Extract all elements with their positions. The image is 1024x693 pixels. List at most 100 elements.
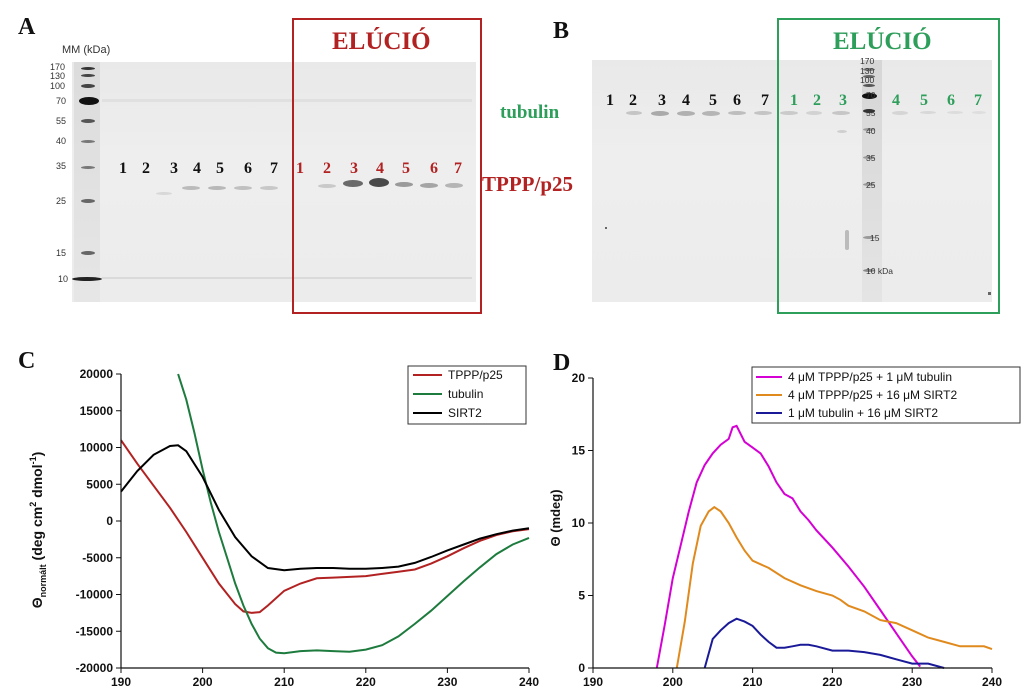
panel-b-elution-box [777, 18, 1000, 314]
mm-band [81, 251, 95, 255]
mm-band [863, 236, 875, 239]
mm-label: 15 [56, 248, 67, 258]
lane-number: 6 [733, 92, 741, 109]
mm-label: 130 [50, 71, 66, 81]
mm-label: 55 [866, 108, 876, 118]
x-tick-label: 230 [902, 675, 922, 689]
sample-band [369, 178, 389, 187]
lane-number: 1 [606, 92, 614, 109]
sample-band [234, 186, 252, 190]
mm-label: 170 [50, 62, 66, 72]
mm-band [72, 277, 102, 281]
y-tick-label: -5000 [82, 551, 113, 565]
x-tick-label: 200 [193, 675, 213, 689]
lane-number-elution: 2 [323, 160, 331, 177]
mm-band [863, 128, 875, 131]
mm-band [81, 199, 95, 203]
series-line-3 [703, 617, 945, 669]
lane-number: 3 [658, 92, 666, 109]
panel-a-elution-box [292, 18, 482, 314]
y-tick-label: 10 [572, 516, 586, 530]
legend-label: 1 μM tubulin + 16 μM SIRT2 [788, 406, 938, 420]
mm-label: 100 [860, 75, 875, 85]
mm-band [81, 67, 95, 70]
mm-band [863, 269, 875, 272]
x-tick-label: 240 [519, 675, 539, 689]
panel-d-letter: D [553, 350, 571, 376]
sample-band [208, 186, 226, 190]
mm-label: 25 [56, 196, 67, 206]
sample-band [920, 111, 936, 114]
sample-band [837, 130, 847, 133]
sample-band [754, 111, 772, 115]
lane-number: 2 [629, 92, 637, 109]
y-axis-label: Θ (mdeg) [548, 489, 563, 546]
sample-band [947, 111, 963, 114]
legend-label: SIRT2 [448, 406, 482, 420]
panel-a-elution-title: ELÚCIÓ [332, 28, 431, 55]
x-tick-label: 210 [743, 675, 763, 689]
x-tick-label: 220 [822, 675, 842, 689]
mm-label: 10 [58, 274, 69, 284]
lane-number-elution: 6 [947, 92, 955, 109]
gel-speck [605, 227, 607, 229]
sample-band [780, 111, 798, 115]
mm-band [81, 166, 95, 169]
gel-speck [988, 292, 991, 295]
mm-label: 40 [866, 126, 876, 136]
sample-band [182, 186, 200, 190]
bottom-band-faint [102, 277, 472, 279]
mm-label: 130 [860, 66, 875, 76]
y-tick-label: 0 [578, 661, 585, 675]
mm-label: 170 [860, 56, 875, 66]
sample-band [343, 180, 363, 187]
tubulin-band-faint [102, 99, 472, 102]
lane-number: 4 [193, 160, 201, 177]
legend-label: TPPP/p25 [448, 368, 503, 382]
mm-band [862, 93, 877, 99]
lane-number: 4 [682, 92, 690, 109]
y-tick-label: 20 [572, 371, 586, 385]
lane-number: 2 [142, 160, 150, 177]
gel-speck [845, 230, 849, 250]
marker-lane [862, 60, 882, 302]
legend-c: TPPP/p25 tubulin SIRT2 [407, 365, 527, 425]
y-axis-label: Θnormált (deg cm2 dmol-1) [28, 452, 48, 609]
panel-b-gel [592, 60, 992, 302]
mm-label: 35 [866, 153, 876, 163]
lane-number-elution: 3 [839, 92, 847, 109]
x-tick-label: 190 [583, 675, 603, 689]
mm-band [81, 74, 95, 77]
panel-a-letter: A [18, 14, 36, 40]
lane-number: 1 [119, 160, 127, 177]
y-tick-label: 10000 [80, 441, 114, 455]
mm-band [863, 183, 875, 186]
sample-band [626, 111, 642, 115]
lane-number-elution: 4 [892, 92, 900, 109]
y-tick-label: -15000 [76, 624, 114, 638]
panel-c-letter: C [18, 348, 36, 374]
lane-number: 5 [709, 92, 717, 109]
series-line-2 [675, 505, 993, 669]
sample-band [156, 192, 172, 195]
sample-band [832, 111, 850, 115]
lane-number-elution: 7 [454, 160, 462, 177]
y-tick-label: -10000 [76, 588, 114, 602]
mm-band [863, 68, 875, 71]
panel-d-chart: 190 200 210 220 230 240 0 5 10 15 20 Θ (mdeg) 4 μM… [548, 366, 1021, 689]
lane-number: 7 [270, 160, 278, 177]
mm-band [863, 84, 875, 87]
sample-band [420, 183, 438, 188]
sample-band [702, 111, 720, 116]
series-line-1 [120, 439, 530, 614]
series-line-1 [655, 424, 921, 669]
series-line-3 [120, 444, 530, 572]
tppp-label: TPPP/p25 [482, 172, 574, 196]
panel-b-elution-title: ELÚCIÓ [833, 28, 932, 55]
mm-band [81, 84, 95, 88]
legend-label: 4 μM TPPP/p25 + 16 μM SIRT2 [788, 388, 957, 402]
x-tick-label: 220 [356, 675, 376, 689]
y-tick-label: 15000 [80, 404, 114, 418]
lane-number-elution: 3 [350, 160, 358, 177]
mm-label: 55 [56, 116, 67, 126]
